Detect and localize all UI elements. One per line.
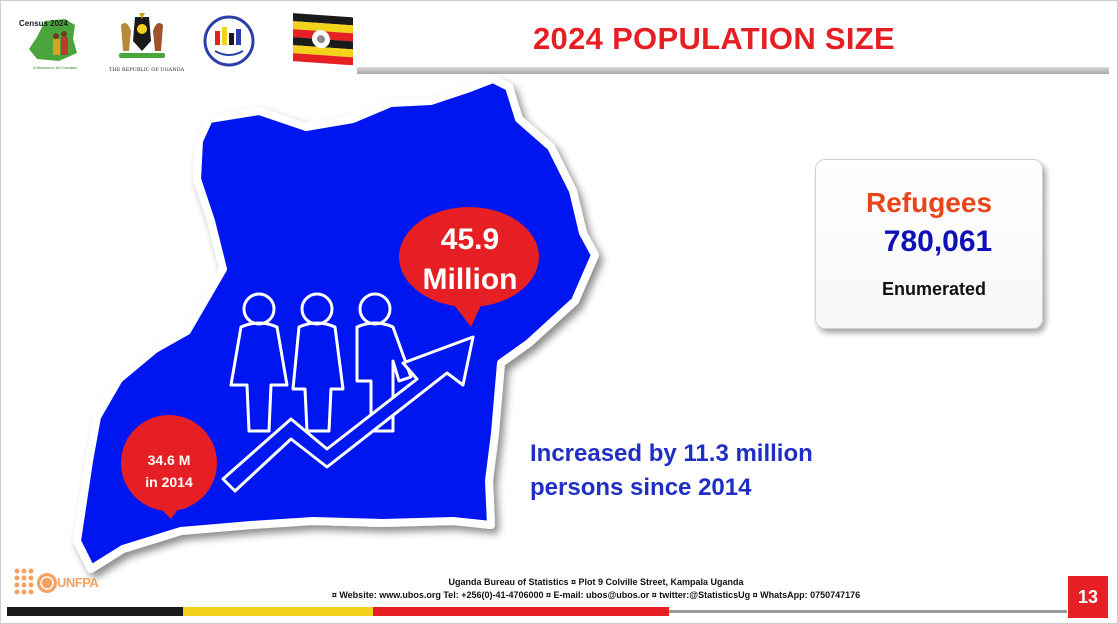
footer-stripe-yellow [183,607,373,616]
uganda-map-graphic [73,75,599,573]
coat-of-arms-caption: THE REPUBLIC OF UGANDA [109,67,185,73]
footer-stripe-grey [669,610,1067,613]
refugees-value: 780,061 [883,225,993,258]
title-divider [357,67,1109,74]
footer-contacts: ¤ Website: www.ubos.org Tel: +256(0)-41-… [331,590,861,600]
increase-line-2: persons since 2014 [530,474,752,501]
ubos-emblem-icon [203,15,255,67]
census-logo-text: Census 2024 [19,19,68,28]
footer-stripe-red [373,607,669,616]
footer-stripe-black [7,607,183,616]
population-2014-bubble-shape [121,415,217,519]
uganda-flag-icon [293,13,353,66]
coat-of-arms-icon [119,13,165,58]
population-2024-bubble-shape [399,207,539,327]
page-title: 2024 POPULATION SIZE [533,21,896,56]
coat-of-arms-logo: THE REPUBLIC OF UGANDA [109,11,184,73]
census-logo-tagline: A Mission to be Counted [33,65,77,70]
increase-statement: Increased by 11.3 million persons since … [530,437,870,505]
refugees-card: Refugees 780,061 Enumerated [815,159,1043,329]
increase-line-1: Increased by 11.3 million [530,440,813,467]
census-map-icon [29,19,77,61]
population-2024-unit: Million [422,263,518,296]
population-2024-value: 45.9 [440,223,500,256]
page-number: 13 [1068,576,1108,618]
growth-arrow-icon [221,335,475,493]
population-2024-bubble: 45.9 Million [399,209,541,309]
ubos-logo [203,13,255,69]
census-2024-logo: Census 2024 A Mission to be Counted [15,15,85,71]
footer-address: Uganda Bureau of Statistics ¤ Plot 9 Col… [448,577,744,587]
unfpa-dots-icon [14,568,57,595]
unfpa-logo: UNFPA [13,567,99,601]
uganda-flag-logo [291,11,357,66]
population-2014-value: 34.6 M [147,452,191,468]
population-2014-year: in 2014 [145,474,193,490]
unfpa-text: UNFPA [57,575,99,590]
refugees-note: Enumerated [881,279,987,299]
population-2014-bubble: 34.6 M in 2014 [121,441,217,501]
refugees-label: Refugees [865,187,993,218]
